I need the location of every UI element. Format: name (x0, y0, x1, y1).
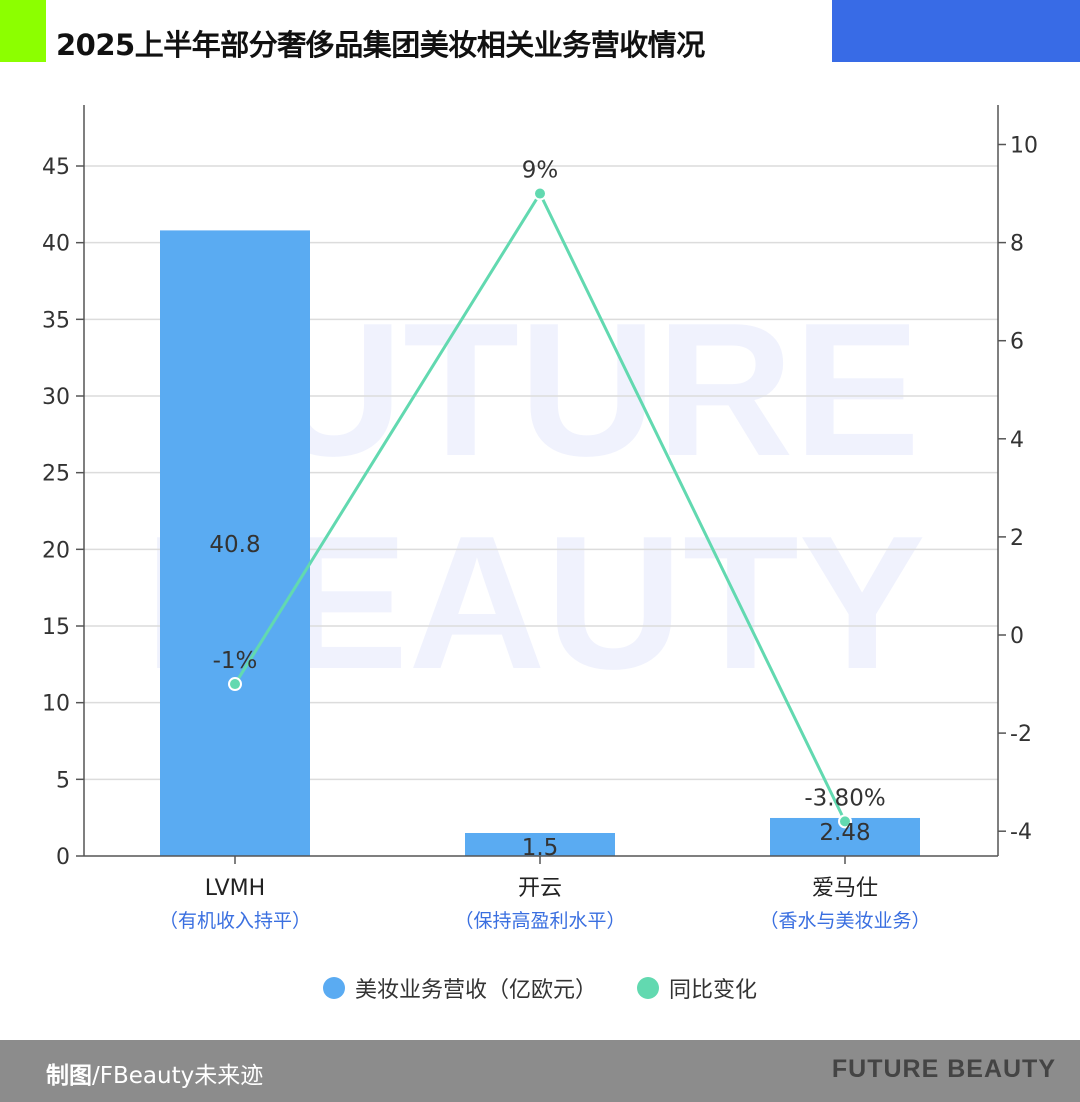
left-tick-label: 45 (42, 155, 70, 180)
header-accent-blue (832, 0, 1080, 62)
yoy-value-label: 9% (522, 158, 559, 184)
category-label: 爱马仕 (812, 876, 878, 901)
footer-brand: FUTURE BEAUTY (831, 1055, 1056, 1083)
left-tick-label: 35 (42, 308, 70, 333)
category-label: 开云 (518, 876, 562, 901)
left-tick-label: 25 (42, 462, 70, 487)
yoy-value-label: -1% (213, 648, 258, 674)
left-tick-label: 15 (42, 615, 70, 640)
yoy-point (533, 186, 547, 201)
bar-1 (465, 833, 615, 856)
left-tick-label: 5 (56, 768, 70, 793)
credit-rest: /FBeauty未来迹 (92, 1063, 264, 1089)
legend: 美妆业务营收（亿欧元） 同比变化 (0, 972, 1080, 1004)
footer: 制图/FBeauty未来迹 FUTURE BEAUTY (0, 1040, 1080, 1102)
right-tick-label: -2 (1010, 722, 1032, 747)
right-tick-label: 2 (1010, 526, 1024, 551)
right-tick-label: 0 (1010, 624, 1024, 649)
yoy-value-label: -3.80% (804, 785, 885, 811)
bar-value-label: 40.8 (209, 532, 260, 558)
left-tick-label: 0 (56, 845, 70, 870)
category-note: （香水与美妆业务） (759, 910, 930, 932)
legend-item-yoy[interactable]: 同比变化 (637, 972, 757, 1004)
bar-value-label: 1.5 (522, 835, 559, 861)
header-accent-green (0, 0, 46, 62)
yoy-point (228, 677, 242, 692)
credit-bold: 制图 (46, 1063, 92, 1089)
category-label: LVMH (205, 876, 265, 901)
credit: 制图/FBeauty未来迹 (46, 1056, 263, 1090)
legend-item-revenue[interactable]: 美妆业务营收（亿欧元） (322, 972, 597, 1004)
yoy-point (838, 814, 852, 829)
right-tick-label: 6 (1010, 330, 1024, 355)
right-tick-label: 10 (1010, 134, 1038, 159)
category-note: （保持高盈利水平） (454, 910, 625, 932)
bar-0 (160, 230, 310, 856)
right-tick-label: -4 (1010, 820, 1032, 845)
bar-value-label: 2.48 (819, 820, 870, 846)
right-tick-label: 4 (1010, 428, 1024, 453)
page-title: 2025上半年部分奢侈品集团美妆相关业务营收情况 (56, 28, 705, 62)
legend-swatch-bar (322, 977, 345, 999)
legend-label: 美妆业务营收（亿欧元） (354, 978, 597, 1003)
left-tick-label: 30 (42, 385, 70, 410)
left-tick-label: 40 (42, 232, 70, 257)
left-tick-label: 10 (42, 692, 70, 717)
right-tick-label: 8 (1010, 232, 1024, 257)
legend-label: 同比变化 (669, 978, 758, 1003)
left-tick-label: 20 (42, 538, 70, 563)
category-note: （有机收入持平） (159, 910, 311, 932)
legend-swatch-line (637, 977, 659, 999)
